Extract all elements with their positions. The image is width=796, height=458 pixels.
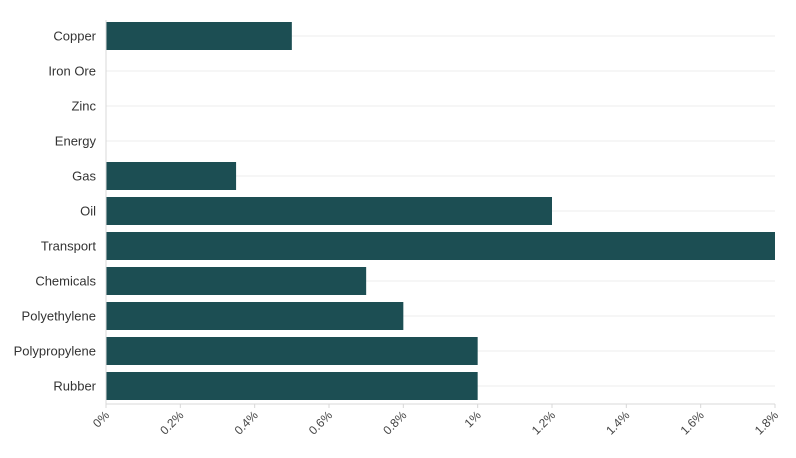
category-label: Transport [41,239,97,254]
category-label: Gas [72,169,96,184]
category-labels: Copper Iron Ore Zinc Energy Gas Oil Transport C… [14,29,97,394]
category-label: Energy [55,134,97,149]
x-tick-label: 0.4% [232,408,261,437]
bar-polyethylene [106,302,404,330]
x-tick-label: 0% [90,408,112,430]
category-label: Iron Ore [48,64,96,79]
category-label: Copper [53,29,96,44]
x-tick-label: 0.6% [306,408,335,437]
bars [106,22,775,400]
x-tick-label: 1% [462,408,484,430]
category-label: Polyethylene [22,309,96,324]
x-tick-label: 1.4% [603,408,632,437]
tick-labels: 0% 0.2% 0.4% 0.6% 0.8% 1% 1.2% 1.4% 1.6% 1.8% [90,408,781,437]
category-label: Zinc [71,99,96,114]
category-label: Polypropylene [14,344,96,359]
bar-rubber [106,372,478,400]
x-tick-label: 1.6% [678,408,707,437]
bar-polypropylene [106,337,478,365]
category-label: Oil [80,204,96,219]
bar-copper [106,22,292,50]
axes [105,20,776,408]
x-tick-label: 1.8% [752,408,781,437]
category-label: Chemicals [35,274,96,289]
bar-gas [106,162,237,190]
category-label: Rubber [53,379,96,394]
bar-chemicals [106,267,367,295]
bar-oil [106,197,552,225]
bar-transport [106,232,775,260]
x-tick-label: 1.2% [529,408,558,437]
x-tick-label: 0.8% [380,408,409,437]
x-tick-label: 0.2% [157,408,186,437]
